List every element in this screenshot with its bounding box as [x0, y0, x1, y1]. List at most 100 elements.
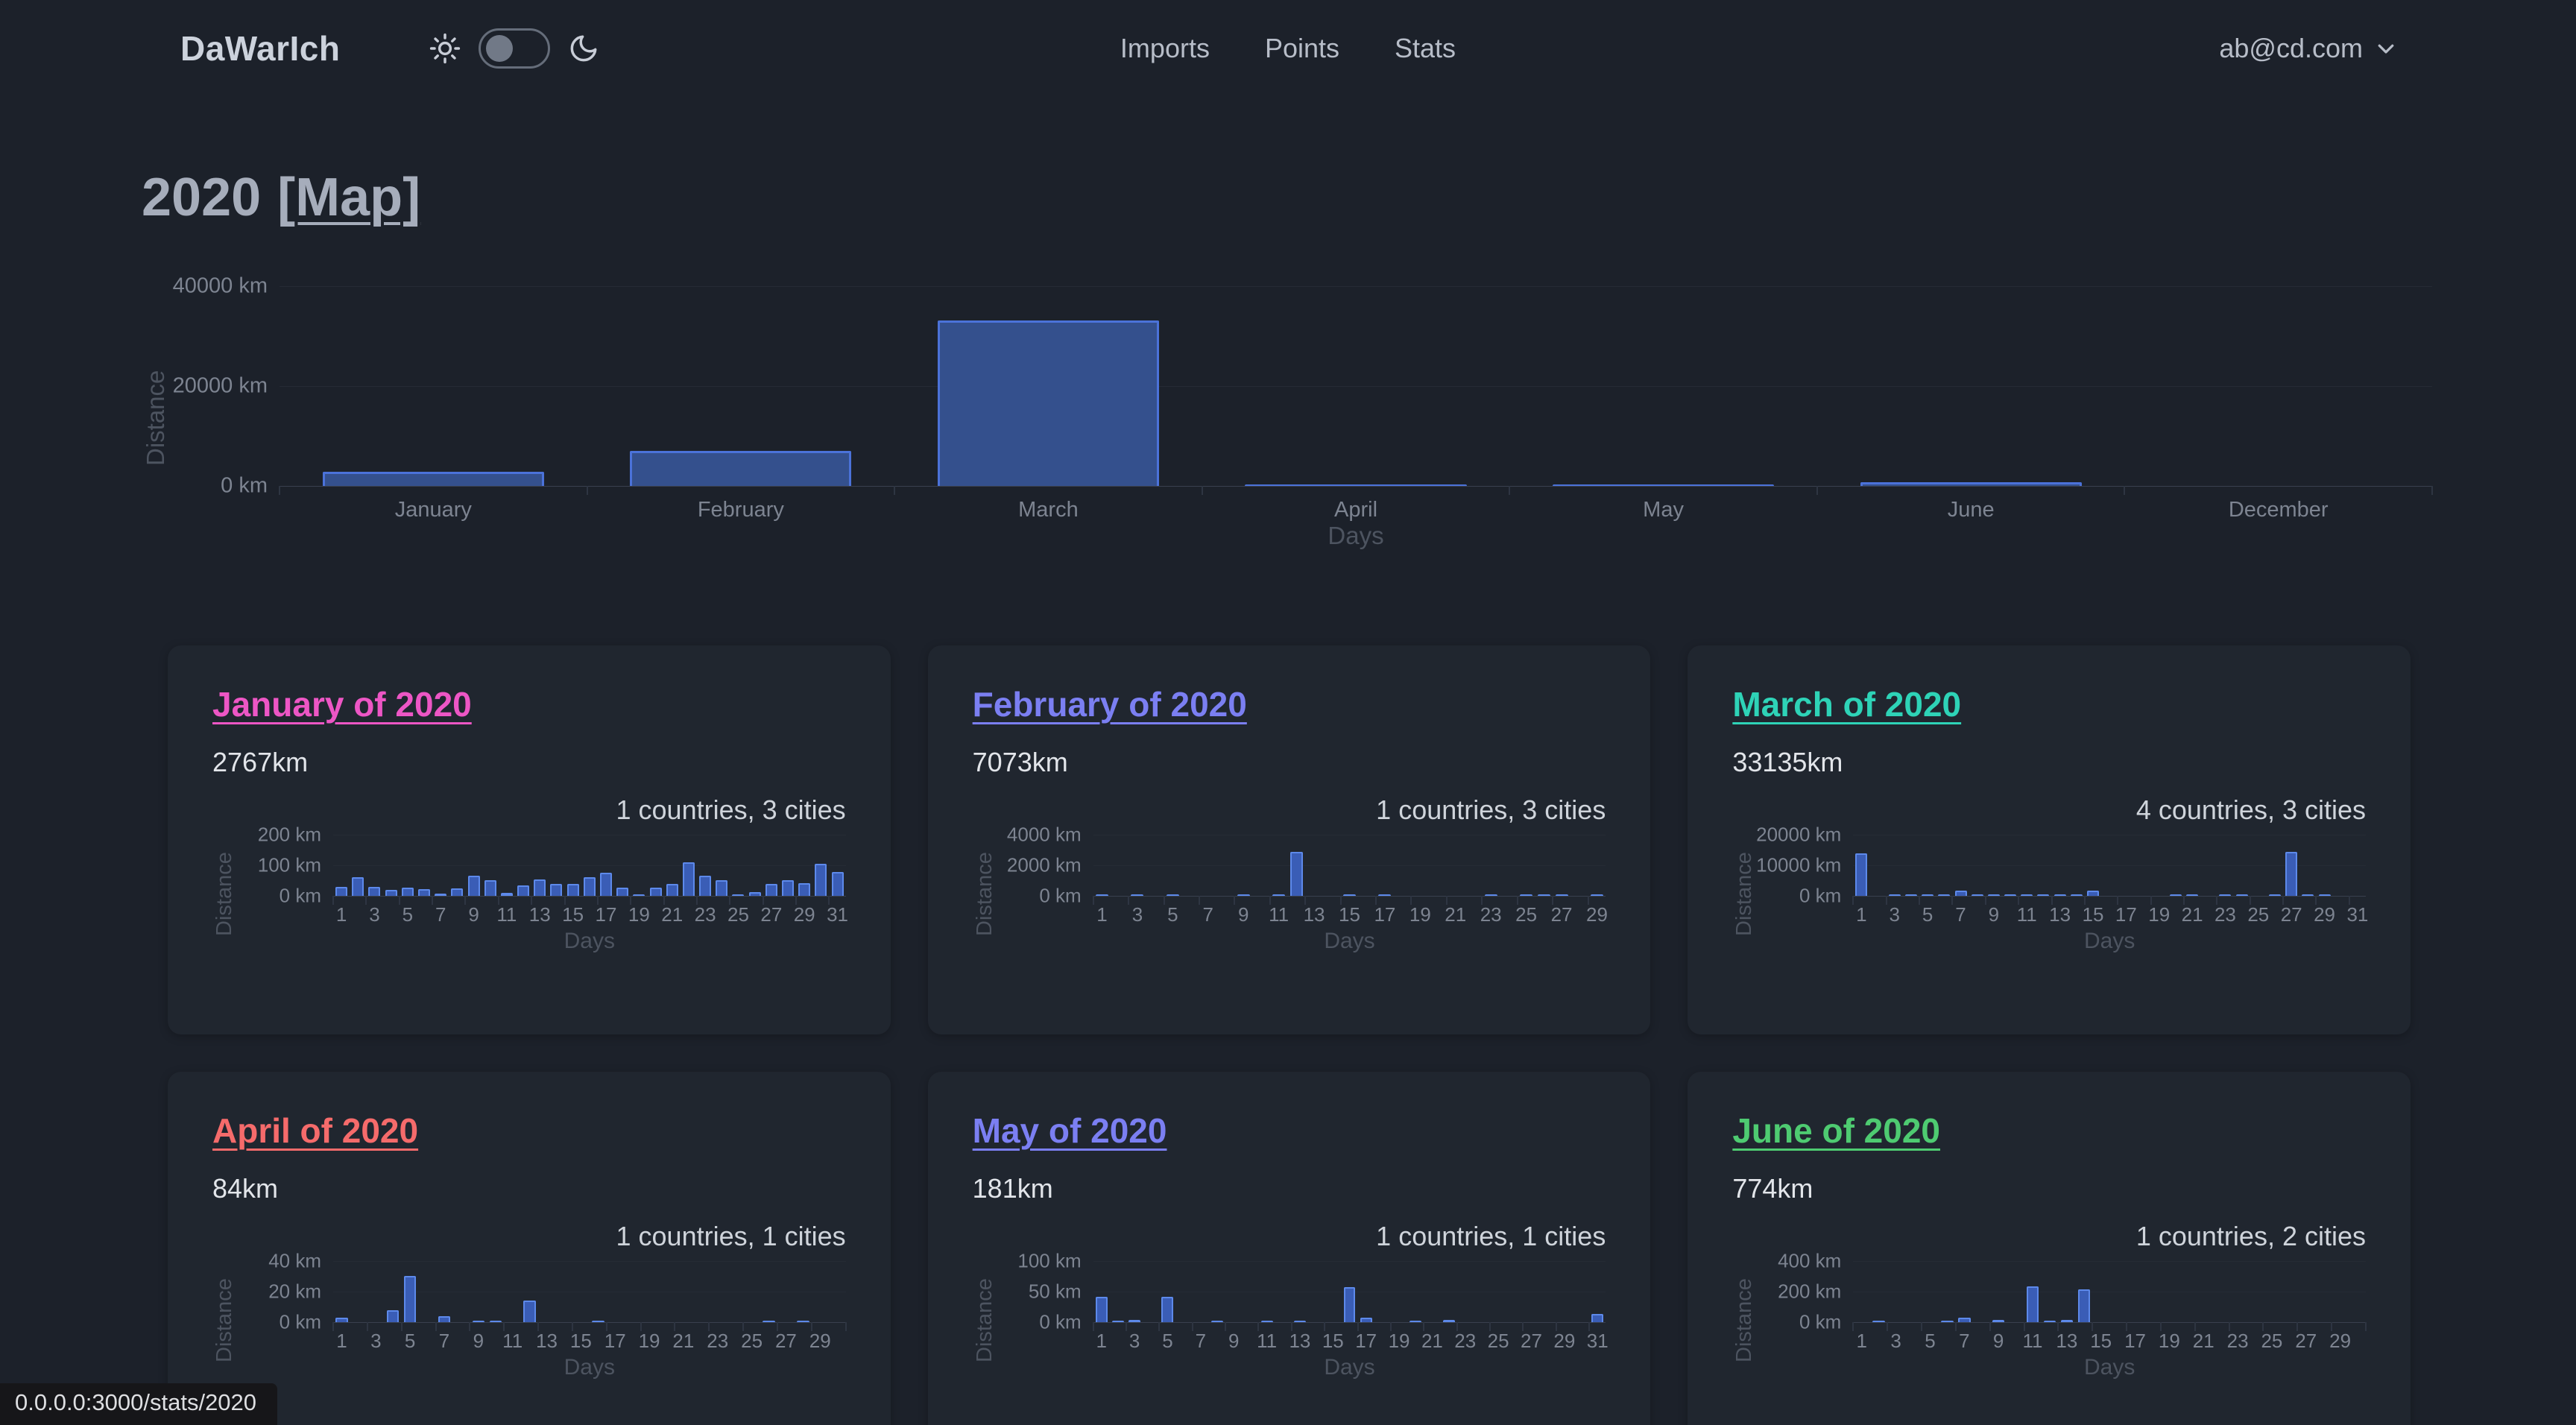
x-tick-label: 5 — [1162, 1330, 1173, 1352]
x-tick-mark — [1852, 896, 1854, 905]
x-tick-mark — [1456, 1322, 1458, 1331]
nav-link-points[interactable]: Points — [1264, 33, 1340, 63]
bar-chart: Distance 0 km 2000 km 4000 km 1 3 5 7 9 11 13 15 17 1… — [973, 824, 1608, 954]
bar-chart: Distance 0 km 20000 km 40000 km January Febru… — [142, 274, 2433, 550]
y-tick-label: 400 km — [1778, 1249, 1842, 1272]
bar — [797, 1321, 809, 1322]
x-tick-label: 31 — [827, 903, 849, 926]
x-tick-mark — [1269, 896, 1271, 905]
y-tick-label: 50 km — [1028, 1280, 1082, 1303]
bar — [1922, 894, 1934, 896]
bar — [1591, 1314, 1604, 1322]
x-tick-label: 31 — [1586, 1330, 1609, 1352]
bar — [1343, 1287, 1356, 1322]
bar — [1872, 1321, 1885, 1322]
plot-area: 1 3 5 7 9 11 13 15 17 19 21 23 25 27 29 — [1852, 1260, 2367, 1352]
x-tick-mark — [1410, 896, 1412, 905]
bar — [401, 888, 414, 896]
bar — [438, 1316, 451, 1322]
bar — [517, 885, 530, 896]
x-tick-label: December — [2228, 498, 2329, 522]
bar — [1272, 894, 1286, 896]
x-tick-label: 23 — [707, 1330, 729, 1352]
month-link-may[interactable]: May of 2020 — [972, 1111, 1167, 1150]
month-link-june[interactable]: June of 2020 — [1732, 1111, 1941, 1150]
x-tick-mark — [1954, 1322, 1957, 1331]
x-tick-label: 7 — [1955, 903, 1966, 926]
x-tick-mark — [332, 1322, 334, 1331]
x-tick-mark — [1816, 486, 1818, 495]
month-card-april: April of 2020 84km 1 countries, 1 cities… — [168, 1072, 891, 1425]
x-tick-label: 19 — [1388, 1330, 1410, 1352]
month-card-january: January of 2020 2767km 1 countries, 3 ci… — [168, 645, 891, 1034]
bar — [1938, 894, 1951, 896]
app-logo[interactable]: DaWarIch — [180, 29, 341, 68]
nav-link-stats[interactable]: Stats — [1395, 33, 1456, 63]
x-tick-label: 27 — [760, 903, 783, 926]
y-axis-label: Distance — [212, 1278, 236, 1363]
month-link-april[interactable]: April of 2020 — [212, 1111, 419, 1150]
x-tick-mark — [2117, 896, 2119, 905]
gridline — [333, 1260, 846, 1262]
x-tick-label: 19 — [628, 903, 650, 926]
x-tick-label: 21 — [2181, 903, 2203, 926]
bar — [1855, 853, 1868, 896]
x-tick-label: 5 — [404, 1330, 416, 1352]
bar — [2004, 894, 2017, 896]
gridline — [1093, 895, 1606, 897]
x-tick-mark — [1389, 1322, 1392, 1331]
x-tick-mark — [503, 1322, 505, 1331]
month-link-january[interactable]: January of 2020 — [212, 685, 472, 724]
x-tick-label: June — [1947, 498, 1995, 522]
x-tick-label: 17 — [1355, 1330, 1377, 1352]
x-tick-mark — [708, 1322, 710, 1331]
x-axis-label: Days — [1324, 1355, 1375, 1380]
bar — [1342, 894, 1357, 896]
x-tick-label: 21 — [661, 903, 684, 926]
gridline — [280, 385, 2432, 387]
user-menu[interactable]: ab@cd.com — [2219, 33, 2397, 64]
gridline — [1853, 1260, 2366, 1262]
nav-link-imports[interactable]: Imports — [1120, 33, 1210, 63]
x-tick-mark — [469, 1322, 471, 1331]
month-link-february[interactable]: February of 2020 — [972, 685, 1247, 724]
x-tick-label: 29 — [2314, 903, 2335, 926]
bar — [1245, 484, 1467, 486]
x-tick-mark — [2262, 1322, 2264, 1331]
x-tick-label: 29 — [793, 903, 815, 926]
bar — [2269, 894, 2281, 896]
month-cards-grid: January of 2020 2767km 1 countries, 3 ci… — [168, 645, 2411, 1425]
plot-area: 1 3 5 7 9 11 13 15 17 19 21 23 25 27 29 — [332, 1260, 847, 1352]
bar — [782, 880, 794, 896]
x-tick-mark — [1445, 896, 1448, 905]
month-link-march[interactable]: March of 2020 — [1732, 685, 1962, 724]
x-tick-label: 31 — [2346, 903, 2369, 926]
bar — [1260, 1321, 1273, 1322]
x-tick-label: 9 — [1237, 903, 1249, 926]
x-tick-label: 23 — [1480, 903, 1502, 926]
month-daily-chart: Distance 0 km 20 km 40 km 1 3 5 7 9 11 13 15 17 19 21 2… — [212, 1250, 847, 1380]
x-tick-label: 3 — [369, 903, 380, 926]
gridline — [333, 895, 846, 897]
gridline — [333, 1321, 846, 1323]
x-tick-label: 11 — [2022, 1330, 2043, 1352]
bar — [1409, 1321, 1422, 1322]
theme-toggle-switch[interactable] — [479, 28, 551, 69]
x-tick-label: 7 — [435, 903, 446, 926]
x-tick-label: 5 — [1167, 903, 1178, 926]
x-tick-label: 13 — [2049, 903, 2071, 926]
y-tick-label: 200 km — [1778, 1280, 1842, 1303]
month-countries-cities: 4 countries, 3 cities — [2135, 794, 2366, 825]
x-tick-mark — [2315, 896, 2317, 905]
x-tick-mark — [845, 1322, 847, 1331]
x-tick-mark — [2051, 896, 2053, 905]
month-daily-chart: Distance 0 km 10000 km 20000 km 1 3 5 7 9 11 13 15 1… — [1732, 824, 2369, 954]
map-link[interactable]: [Map] — [277, 168, 421, 227]
y-tick-label: 20000 km — [172, 373, 268, 398]
bar — [682, 862, 695, 896]
x-tick-label: 11 — [496, 903, 517, 926]
x-tick-mark — [365, 896, 367, 905]
x-tick-mark — [2228, 1322, 2230, 1331]
x-tick-mark — [2249, 896, 2251, 905]
bar — [472, 1321, 485, 1322]
